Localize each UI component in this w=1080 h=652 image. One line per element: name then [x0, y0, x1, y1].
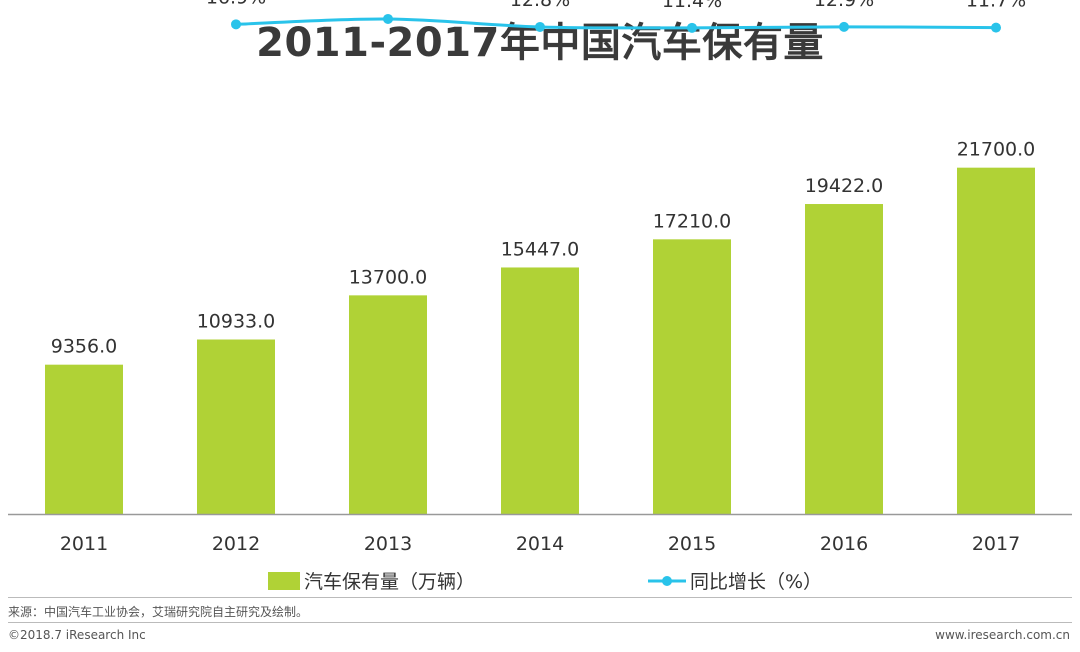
growth-value-label-2012: 16.9% [206, 0, 266, 8]
x-tick-label-2011: 2011 [60, 533, 108, 555]
x-tick-label-2017: 2017 [972, 533, 1020, 555]
growth-point-2012 [231, 19, 241, 30]
growth-value-label-2017: 11.7% [966, 0, 1026, 12]
bar-2012 [197, 339, 275, 514]
growth-value-label-2015: 11.4% [662, 0, 722, 12]
growth-point-2017 [991, 22, 1001, 33]
bar-2017 [957, 167, 1035, 514]
growth-point-2014 [535, 21, 545, 32]
legend-swatch-bar [268, 572, 300, 590]
bar-2016 [805, 204, 883, 514]
bar-2015 [653, 239, 731, 514]
legend-label-bar: 汽车保有量（万辆） [304, 571, 475, 593]
bar-value-label-2014: 15447.0 [501, 238, 580, 260]
bar-value-label-2017: 21700.0 [957, 139, 1036, 161]
bar-value-label-2012: 10933.0 [197, 311, 276, 333]
bar-2011 [45, 364, 123, 514]
growth-point-2013 [383, 13, 393, 24]
website-text: www.iresearch.com.cn [935, 628, 1070, 642]
bar-value-label-2011: 9356.0 [51, 336, 117, 358]
bar-2013 [349, 295, 427, 514]
growth-value-label-2014: 12.8% [510, 0, 570, 11]
growth-point-2016 [839, 21, 849, 32]
x-tick-label-2015: 2015 [668, 533, 716, 555]
bar-value-label-2013: 13700.0 [349, 266, 428, 288]
bar-2014 [501, 267, 579, 514]
copyright-text: ©2018.7 iResearch Inc [8, 628, 146, 642]
footer-divider-bottom [8, 622, 1072, 623]
growth-value-label-2013: 25.3% [358, 0, 418, 3]
growth-line [235, 17, 997, 30]
growth-point-2015 [687, 22, 697, 33]
x-tick-label-2012: 2012 [212, 533, 260, 555]
x-tick-label-2016: 2016 [820, 533, 868, 555]
x-tick-label-2013: 2013 [364, 533, 412, 555]
x-tick-label-2014: 2014 [516, 533, 564, 555]
legend-swatch-marker [662, 576, 672, 586]
growth-value-label-2016: 12.9% [814, 0, 874, 11]
source-note: 来源：中国汽车工业协会，艾瑞研究院自主研究及绘制。 [8, 605, 309, 619]
footer-divider-top [8, 597, 1072, 598]
legend-label-line: 同比增长（%） [690, 571, 822, 593]
bar-value-label-2016: 19422.0 [805, 175, 884, 197]
bar-value-label-2015: 17210.0 [653, 210, 732, 232]
